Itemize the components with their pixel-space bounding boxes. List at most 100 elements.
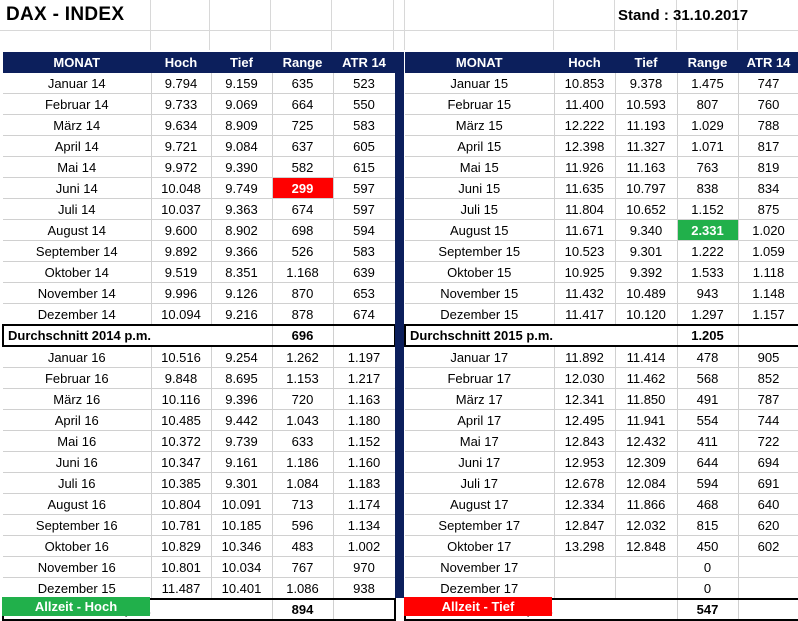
cell-monat: März 15 [405, 114, 555, 136]
table-row: Mai 14 9.972 9.390 582 615 [3, 156, 396, 178]
cell-atr: 694 [738, 451, 798, 473]
header-tief: Tief [615, 52, 678, 73]
cell-range: 1.071 [677, 135, 739, 157]
table-row: März 14 9.634 8.909 725 583 [3, 114, 396, 136]
table-row: Januar 16 10.516 9.254 1.262 1.197 [3, 346, 396, 368]
stand-date: Stand : 31.10.2017 [618, 7, 749, 24]
cell-hoch: 10.523 [554, 240, 616, 262]
cell-tief: 9.159 [211, 72, 273, 94]
page-title: DAX - INDEX [6, 4, 125, 25]
cell-tief [615, 556, 678, 578]
cell-atr: 602 [738, 535, 798, 557]
header-monat: MONAT [405, 52, 555, 73]
average-empty [738, 324, 798, 347]
cell-range: 763 [677, 156, 739, 178]
cell-tief: 12.084 [615, 472, 678, 494]
cell-atr: 597 [333, 177, 396, 199]
cell-range: 878 [272, 303, 334, 326]
cell-atr: 620 [738, 514, 798, 536]
cell-atr: 1.002 [333, 535, 396, 557]
header-atr: ATR 14 [333, 52, 396, 73]
table-row: Juli 14 10.037 9.363 674 597 [3, 198, 396, 220]
cell-tief: 9.390 [211, 156, 273, 178]
cell-range: 674 [272, 198, 334, 220]
cell-atr: 594 [333, 219, 396, 241]
table-row: Oktober 17 13.298 12.848 450 602 [405, 535, 798, 557]
cell-hoch: 10.347 [151, 451, 212, 473]
cell-tief: 9.301 [615, 240, 678, 262]
cell-range: 299 [272, 177, 334, 199]
table-row: Februar 17 12.030 11.462 568 852 [405, 367, 798, 389]
cell-atr: 905 [738, 346, 798, 368]
cell-hoch: 10.801 [151, 556, 212, 578]
table-row: November 14 9.996 9.126 870 653 [3, 282, 396, 304]
cell-monat: Juli 14 [3, 198, 152, 220]
cell-hoch: 12.843 [554, 430, 616, 452]
cell-atr: 1.020 [738, 219, 798, 241]
cell-range: 1.086 [272, 577, 334, 600]
header-tief: Tief [211, 52, 273, 73]
cell-atr: 1.157 [738, 303, 798, 326]
cell-atr: 819 [738, 156, 798, 178]
average-row: Durchschnitt 2014 p.m. 696 [2, 324, 396, 347]
table-row: Mai 16 10.372 9.739 633 1.152 [3, 430, 396, 452]
cell-tief: 9.216 [211, 303, 273, 326]
cell-range: 767 [272, 556, 334, 578]
cell-atr: 691 [738, 472, 798, 494]
cell-hoch: 10.372 [151, 430, 212, 452]
table-row: August 16 10.804 10.091 713 1.174 [3, 493, 396, 515]
cell-hoch [554, 556, 616, 578]
cell-range: 943 [677, 282, 739, 304]
cell-tief: 12.432 [615, 430, 678, 452]
cell-atr: 1.174 [333, 493, 396, 515]
cell-atr: 1.152 [333, 430, 396, 452]
cell-tief: 11.193 [615, 114, 678, 136]
cell-range: 1.222 [677, 240, 739, 262]
cell-hoch: 10.925 [554, 261, 616, 283]
cell-range: 478 [677, 346, 739, 368]
table-row: Februar 15 11.400 10.593 807 760 [405, 93, 798, 115]
cell-atr: 1.059 [738, 240, 798, 262]
table-row: Januar 17 11.892 11.414 478 905 [405, 346, 798, 368]
cell-atr: 1.134 [333, 514, 396, 536]
table-row: Dezember 15 11.417 10.120 1.297 1.157 [405, 303, 798, 326]
cell-monat: Februar 17 [405, 367, 555, 389]
average-value: 696 [272, 324, 334, 347]
cell-monat: April 16 [3, 409, 152, 431]
table-row: Juni 16 10.347 9.161 1.186 1.160 [3, 451, 396, 473]
cell-range: 838 [677, 177, 739, 199]
cell-monat: April 14 [3, 135, 152, 157]
table-row: November 17 0 [405, 556, 798, 578]
table-row: Dezember 17 0 [405, 577, 798, 600]
cell-tief: 9.340 [615, 219, 678, 241]
cell-monat: Januar 14 [3, 72, 152, 94]
cell-range: 596 [272, 514, 334, 536]
header-row: MONAT Hoch Tief Range ATR 14 [405, 52, 798, 73]
cell-atr: 875 [738, 198, 798, 220]
cell-hoch: 11.487 [151, 577, 212, 600]
cell-hoch: 12.334 [554, 493, 616, 515]
cell-tief: 10.489 [615, 282, 678, 304]
table-row: Juni 17 12.953 12.309 644 694 [405, 451, 798, 473]
cell-range: 450 [677, 535, 739, 557]
cell-tief: 11.163 [615, 156, 678, 178]
cell-tief: 9.301 [211, 472, 273, 494]
cell-monat: September 16 [3, 514, 152, 536]
cell-hoch: 13.298 [554, 535, 616, 557]
cell-tief: 8.351 [211, 261, 273, 283]
cell-tief: 9.084 [211, 135, 273, 157]
cell-tief: 9.378 [615, 72, 678, 94]
cell-atr: 1.148 [738, 282, 798, 304]
cell-atr: 615 [333, 156, 396, 178]
cell-tief: 12.848 [615, 535, 678, 557]
cell-range: 1.084 [272, 472, 334, 494]
legend-alltime-low: Allzeit - Tief [404, 597, 552, 616]
cell-hoch [554, 577, 616, 600]
average-row: Durchschnitt 2015 p.m. 1.205 [404, 324, 798, 347]
table-row: März 16 10.116 9.396 720 1.163 [3, 388, 396, 410]
cell-range: 1.262 [272, 346, 334, 368]
average-empty [333, 324, 396, 347]
table-row: Oktober 16 10.829 10.346 483 1.002 [3, 535, 396, 557]
cell-range: 870 [272, 282, 334, 304]
cell-range: 554 [677, 409, 739, 431]
